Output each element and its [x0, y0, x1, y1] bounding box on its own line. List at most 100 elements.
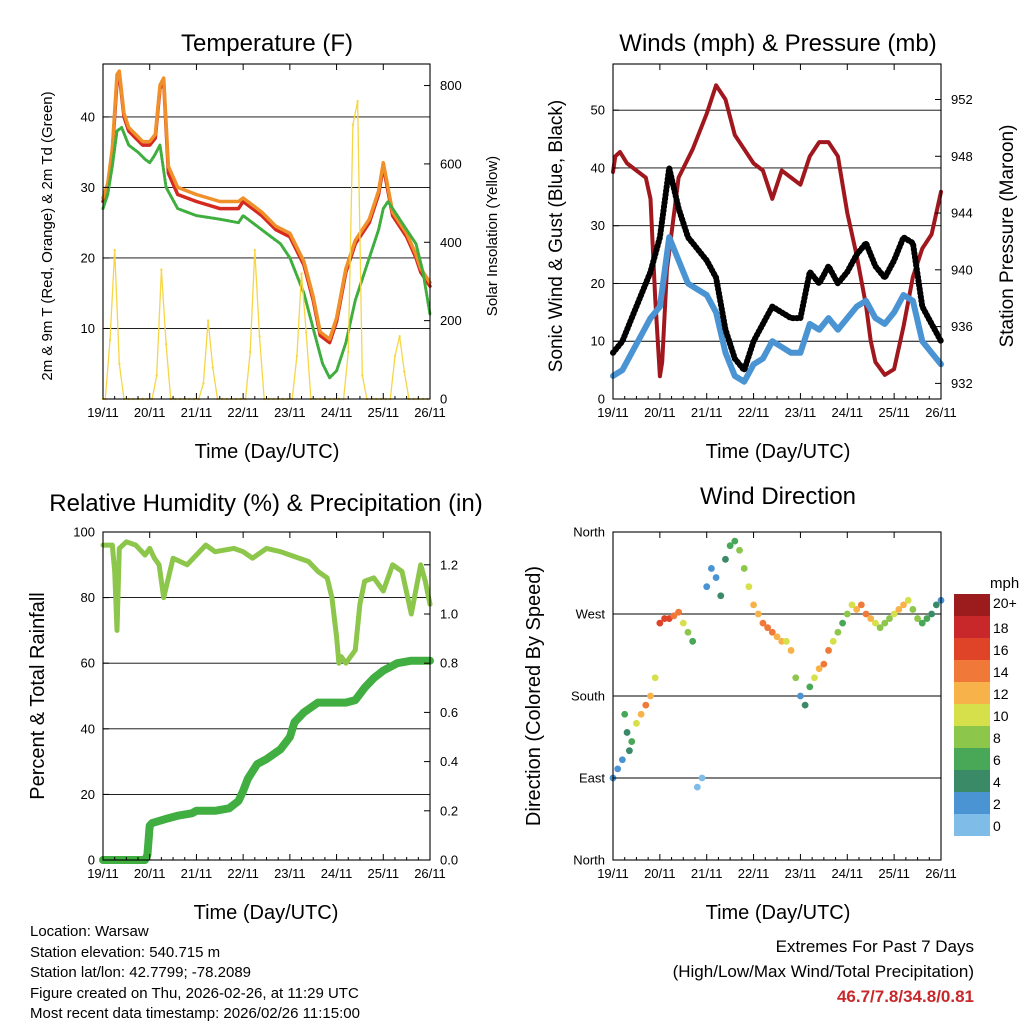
humidity-point	[358, 602, 362, 606]
direction-point	[825, 647, 832, 654]
winds-point	[892, 311, 896, 314]
winds-point	[638, 292, 644, 298]
direction-point	[623, 729, 631, 736]
temperature-point	[398, 335, 401, 338]
humidity-series-relative-humidity	[100, 539, 433, 666]
direction-point	[717, 592, 725, 600]
humidity-xlabel: Time (Day/UTC)	[194, 902, 339, 924]
winds-point	[874, 316, 877, 320]
winds-point	[863, 240, 869, 246]
direction-point	[811, 674, 818, 682]
direction-point	[703, 583, 711, 591]
temperature-point	[265, 232, 268, 235]
temperature-point	[115, 73, 119, 76]
winds-point	[743, 147, 746, 151]
temperature-title: Temperature (F)	[181, 30, 353, 57]
direction-point	[900, 601, 907, 609]
winds-point	[836, 328, 840, 331]
humidity-point	[363, 580, 366, 583]
humidity-point	[146, 853, 149, 857]
temperature-point	[195, 214, 198, 217]
temperature-point	[218, 217, 221, 221]
temperature-point	[312, 327, 315, 330]
humidity-point	[153, 557, 156, 560]
humidity-point	[251, 557, 254, 560]
direction-point	[621, 710, 629, 718]
temperature-point	[134, 133, 137, 136]
temperature-point	[218, 200, 221, 203]
temperature-y2label: Solar Insolation (Yellow)	[484, 156, 501, 316]
direction-point	[764, 624, 772, 632]
winds-point	[864, 299, 868, 303]
humidity-point	[143, 553, 147, 557]
direction-point	[768, 628, 776, 636]
winds-xtick-label: 20/11	[644, 405, 676, 420]
direction-point	[857, 601, 865, 609]
temperature-point	[248, 350, 252, 354]
humidity-point	[190, 812, 193, 815]
direction-point	[918, 619, 926, 627]
direction-point	[773, 633, 781, 641]
direction-point	[881, 619, 889, 627]
winds-point	[910, 240, 916, 246]
humidity-point	[335, 635, 338, 639]
temperature-point	[377, 228, 380, 231]
humidity-point	[382, 589, 385, 593]
winds-point	[724, 98, 727, 101]
winds-point	[761, 169, 765, 172]
temperature-point	[260, 210, 264, 214]
humidity-point	[265, 757, 268, 761]
winds-point	[835, 281, 841, 286]
humidity-frame	[102, 531, 431, 861]
winds-point	[817, 328, 821, 331]
direction-point	[698, 774, 706, 782]
temperature-point	[158, 83, 162, 87]
winds-point	[677, 259, 680, 262]
temperature-point	[153, 154, 156, 157]
temperature-point	[155, 374, 158, 377]
direction-point	[670, 612, 678, 620]
legend-swatch	[954, 792, 990, 814]
winds-point	[723, 327, 728, 332]
winds-point	[648, 269, 653, 275]
winds-point	[817, 140, 821, 144]
winds-point	[614, 155, 617, 158]
humidity-point	[382, 669, 385, 672]
direction-point	[759, 619, 767, 627]
temperature-ytick-label: 40	[81, 109, 95, 124]
humidity-point	[157, 563, 161, 566]
winds-panel: Winds (mph) & Pressure (mb) Time (Day/UT…	[546, 30, 1018, 463]
temperature-point	[405, 228, 408, 231]
direction-point	[647, 692, 654, 700]
winds-point	[649, 316, 652, 320]
temperature-point	[396, 214, 399, 217]
winds-xtick-label: 19/11	[597, 405, 629, 420]
temperature-point	[211, 366, 214, 369]
temperature-xtick-label: 21/11	[181, 405, 213, 420]
winds-point	[686, 282, 690, 285]
humidity-point	[125, 540, 128, 544]
humidity-xtick-label: 22/11	[227, 866, 259, 881]
temperature-ytick-label: 10	[81, 321, 95, 336]
humidity-point	[237, 799, 240, 803]
temperature-point	[154, 133, 157, 136]
winds-point	[855, 305, 858, 308]
humidity-y2tick-label: 0.8	[440, 656, 458, 671]
winds-point	[808, 322, 811, 326]
winds-point	[752, 162, 755, 165]
direction-point	[618, 756, 626, 764]
temperature-point	[241, 214, 245, 217]
winds-point	[836, 155, 840, 158]
humidity-point	[195, 809, 198, 812]
winds-ytick-label: 0	[598, 392, 605, 407]
humidity-point	[148, 547, 151, 550]
winds-y2tick-label: 948	[951, 149, 973, 164]
winds-point	[668, 236, 671, 239]
winds-xtick-label: 26/11	[925, 405, 957, 420]
humidity-point	[337, 662, 341, 665]
temperature-y2tick-label: 0	[440, 392, 447, 407]
legend-swatch	[954, 814, 990, 836]
temperature-point	[111, 165, 114, 168]
legend-label: 6	[993, 752, 1001, 768]
temperature-point	[127, 143, 130, 147]
